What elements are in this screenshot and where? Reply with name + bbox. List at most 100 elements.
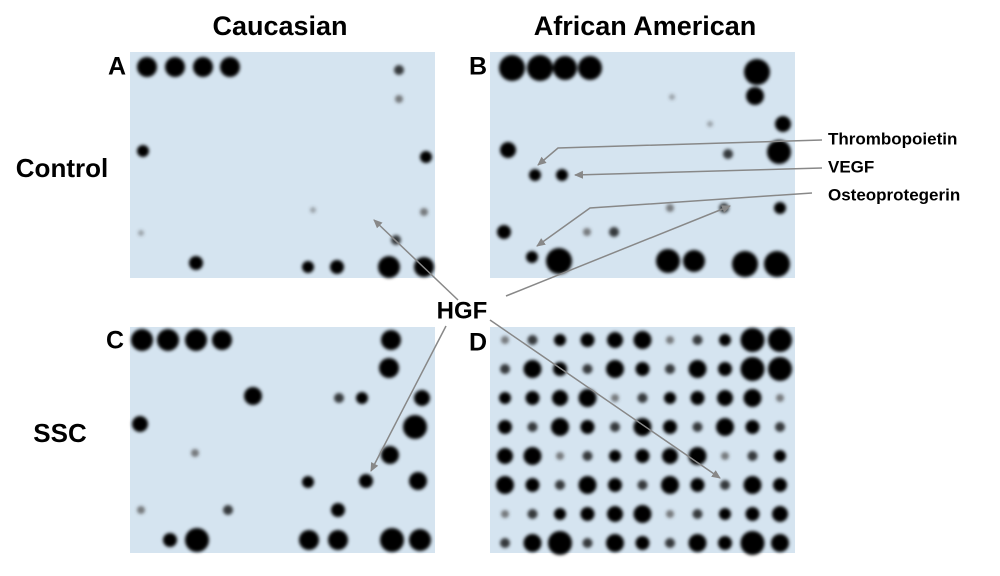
blot-dot <box>740 531 765 555</box>
blot-dot <box>523 534 542 552</box>
blot-dot <box>656 249 680 273</box>
blot-dot <box>717 390 733 406</box>
blot-dot <box>302 261 314 273</box>
blot-dot <box>523 360 542 378</box>
panel-letter: B <box>469 53 487 81</box>
blot-dot <box>523 447 542 465</box>
blot-dot <box>776 394 784 402</box>
blot-dot <box>772 506 788 522</box>
blot-dot <box>580 507 595 521</box>
arrow <box>537 139 823 166</box>
blot-dot <box>707 121 713 127</box>
blot-dot <box>665 364 675 374</box>
blot-dot <box>716 418 734 436</box>
blot-dot <box>500 142 516 158</box>
blot-dot <box>635 362 650 376</box>
blot-dot <box>378 256 400 278</box>
blot-dot <box>666 204 674 212</box>
blot-dot <box>664 392 676 404</box>
blot-dot <box>721 452 729 460</box>
blot-dot <box>220 57 240 77</box>
blot-dot <box>552 390 568 406</box>
blot-dot <box>663 420 677 434</box>
blot-dot <box>580 333 595 347</box>
blot-dot <box>548 531 572 555</box>
blot-dot <box>607 506 623 522</box>
blot-dot <box>746 87 764 105</box>
blot-dot <box>137 506 145 514</box>
blot-dot <box>775 422 785 432</box>
blot-dot <box>692 335 703 345</box>
blot-dot <box>381 330 401 350</box>
blot-dot <box>193 57 213 77</box>
blot-dot <box>299 530 319 550</box>
blot-dot <box>740 357 765 381</box>
blot-dot <box>775 116 791 132</box>
blot-dot <box>578 56 602 80</box>
blot-dot <box>529 169 541 181</box>
blot-dot <box>747 451 758 461</box>
blot-dot <box>635 449 650 463</box>
blot-dot <box>609 450 621 462</box>
annotation: Thrombopoietin <box>828 129 957 148</box>
blot-dot <box>498 420 512 434</box>
arrow <box>370 325 447 472</box>
blot-dot <box>546 248 572 274</box>
blot-dot <box>554 334 566 346</box>
blot-dot <box>409 529 431 551</box>
blot-dot <box>774 450 786 462</box>
blot-dot <box>555 480 565 490</box>
blot-dot <box>496 476 514 494</box>
row-label: Control <box>16 153 108 183</box>
blot-dot <box>666 510 674 518</box>
blot-dot <box>771 534 789 552</box>
blot-dot <box>580 420 595 434</box>
blot-dot <box>527 335 538 345</box>
blot-dot <box>723 149 733 159</box>
panel-letter: D <box>469 329 487 357</box>
blot-dot <box>637 480 648 490</box>
blot-dot <box>692 509 703 519</box>
blot-dot <box>582 538 593 548</box>
blot-dot <box>720 480 730 490</box>
blot-dot <box>500 364 510 374</box>
blot-dot <box>499 55 525 81</box>
blot-dot <box>611 394 619 402</box>
arrow <box>505 205 731 297</box>
blot-dot <box>764 251 790 277</box>
column-header: African American <box>534 11 757 41</box>
blot-dot <box>688 534 707 552</box>
blot-dot <box>583 228 591 236</box>
blot-dot <box>132 416 148 432</box>
blot-dot <box>499 392 511 404</box>
blot-dot <box>637 393 648 403</box>
row-label: SSC <box>33 418 87 448</box>
blot-dot <box>185 329 207 351</box>
blot-dot <box>554 508 566 520</box>
blot-dot <box>582 451 593 461</box>
blot-dot <box>525 478 540 492</box>
blot-dot <box>773 478 787 492</box>
annotation: Osteoprotegerin <box>828 185 960 204</box>
blot-dot <box>527 509 538 519</box>
blot-dot <box>745 420 760 434</box>
blot-dot <box>497 225 511 239</box>
blot-dot <box>743 389 762 407</box>
blot-dot <box>768 328 792 352</box>
blot-dot <box>380 528 404 552</box>
blot-dot <box>633 331 652 349</box>
blot-dot <box>244 387 262 405</box>
blot-dot <box>334 393 344 403</box>
blot-dot <box>212 330 232 350</box>
arrow <box>373 219 459 301</box>
blot-dot <box>331 503 345 517</box>
blot-panel <box>490 52 795 278</box>
panel-letter: A <box>108 53 126 81</box>
blot-dot <box>191 449 199 457</box>
arrow <box>536 192 813 247</box>
blot-dot <box>497 448 513 464</box>
blot-dot <box>606 360 624 378</box>
blot-dot <box>745 507 760 521</box>
blot-dot <box>525 391 540 405</box>
